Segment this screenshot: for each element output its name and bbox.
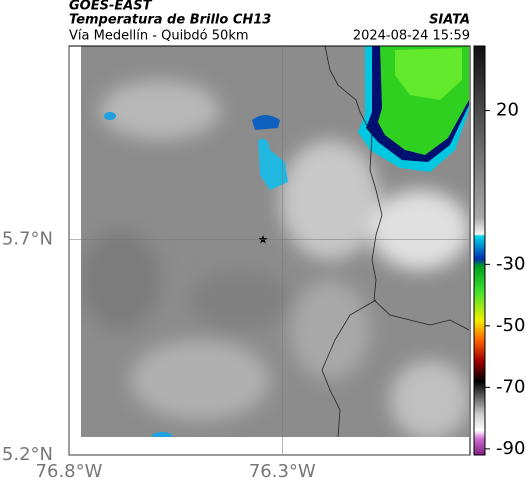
lat-tick-label: 5.7°N: [2, 229, 53, 250]
title: GOES-EAST: [69, 0, 153, 14]
colorbar-tick-label: -50: [496, 315, 525, 336]
subtitle: Temperatura de Brillo CH13: [69, 13, 271, 28]
colorbar-tick-label: 20: [496, 100, 519, 121]
timestamp: 2024-08-24 15:59: [353, 29, 470, 44]
lat-tick-label: 5.2°N: [2, 444, 53, 465]
lon-tick-label: 76.8°W: [36, 461, 103, 482]
colorbar-tick-label: -70: [496, 376, 525, 397]
satellite-image: [81, 46, 469, 437]
colorbar-tick-label: -90: [496, 438, 525, 459]
source: SIATA: [429, 13, 470, 28]
route: Vía Medellín - Quibdó 50km: [69, 29, 249, 44]
colorbar-tick-label: -30: [496, 253, 525, 274]
colorbar: [473, 45, 486, 456]
lon-tick-label: 76.3°W: [249, 461, 316, 482]
